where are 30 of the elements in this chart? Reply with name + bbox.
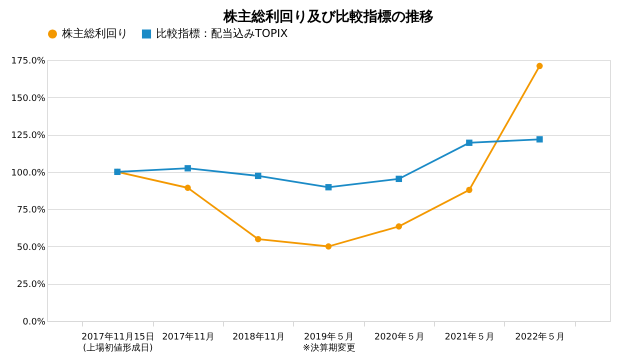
point xyxy=(536,62,543,70)
x-tick-label: 2020年５月 xyxy=(374,332,424,342)
point xyxy=(466,186,472,194)
x-tick-label: 2022年５月 xyxy=(515,332,566,342)
y-tick-label: 75.0% xyxy=(16,206,46,216)
point xyxy=(184,165,191,172)
x-tick-label: 2021年５月 xyxy=(444,332,495,342)
y-tick-label: 150.0% xyxy=(11,94,46,104)
legend-label: 比較指標：配当込みTOPIX xyxy=(156,26,288,40)
point xyxy=(184,184,191,191)
x-tick-label: 2018年11月 xyxy=(232,332,285,342)
chart-title: 株主総利回り及び比較指標の推移 xyxy=(222,8,434,25)
x-tick-label: 2017年11月15日 (上場初値形成日) xyxy=(81,332,154,354)
legend-label: 株主総利回り xyxy=(61,26,128,40)
y-tick-label: 25.0% xyxy=(16,280,46,290)
y-tick-label: 0.0% xyxy=(22,318,46,328)
point xyxy=(325,184,332,190)
point xyxy=(325,243,332,250)
y-tick-label: 50.0% xyxy=(16,242,46,253)
point xyxy=(396,176,402,182)
y-tick-label: 100.0% xyxy=(11,168,46,178)
point xyxy=(466,140,472,146)
point xyxy=(536,136,543,143)
x-tick-label: 2019年５月 ※決算期変更 xyxy=(302,332,356,354)
y-tick-label: 125.0% xyxy=(11,131,46,142)
point xyxy=(254,236,262,242)
y-tick-label: 175.0% xyxy=(11,56,46,66)
point xyxy=(254,172,262,180)
point xyxy=(396,223,402,230)
x-tick-label: 2017年11月 xyxy=(162,332,214,342)
